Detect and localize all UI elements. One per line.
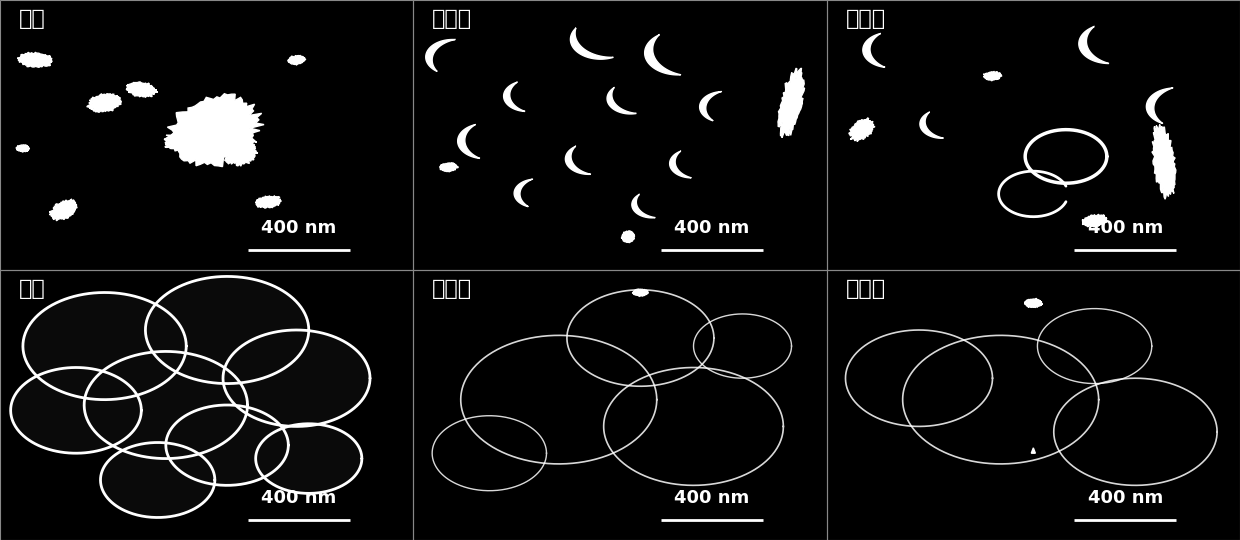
Polygon shape — [1152, 125, 1176, 199]
Polygon shape — [222, 136, 258, 166]
Polygon shape — [515, 179, 533, 207]
Text: 乙烷基: 乙烷基 — [846, 9, 885, 29]
Polygon shape — [17, 52, 52, 68]
Text: 苯基: 苯基 — [19, 9, 46, 29]
Polygon shape — [920, 112, 944, 138]
Polygon shape — [777, 68, 805, 138]
Polygon shape — [87, 94, 122, 112]
Polygon shape — [166, 405, 289, 485]
Polygon shape — [632, 289, 649, 296]
Polygon shape — [670, 151, 692, 178]
Polygon shape — [1083, 214, 1107, 227]
Polygon shape — [84, 352, 248, 458]
Polygon shape — [1146, 88, 1173, 124]
Polygon shape — [165, 94, 264, 167]
Polygon shape — [632, 194, 655, 218]
Polygon shape — [50, 199, 77, 221]
Text: 400 nm: 400 nm — [675, 489, 749, 507]
Polygon shape — [570, 28, 614, 59]
Polygon shape — [863, 33, 885, 68]
Polygon shape — [22, 293, 186, 400]
Text: 400 nm: 400 nm — [1087, 489, 1163, 507]
Polygon shape — [699, 91, 722, 121]
Polygon shape — [503, 82, 525, 111]
Polygon shape — [255, 424, 362, 494]
Polygon shape — [1032, 448, 1035, 453]
Polygon shape — [849, 118, 875, 141]
Polygon shape — [164, 129, 217, 152]
Polygon shape — [458, 125, 480, 158]
Polygon shape — [145, 276, 309, 383]
Polygon shape — [11, 368, 141, 453]
Polygon shape — [255, 196, 281, 208]
Polygon shape — [16, 145, 30, 152]
Text: 400 nm: 400 nm — [1087, 219, 1163, 237]
Text: 乙烯基: 乙烯基 — [433, 279, 472, 299]
Polygon shape — [1079, 26, 1109, 64]
Text: 乙烷基: 乙烷基 — [846, 279, 885, 299]
Polygon shape — [645, 35, 681, 75]
Polygon shape — [608, 87, 636, 114]
Polygon shape — [223, 330, 370, 427]
Polygon shape — [288, 56, 306, 65]
Polygon shape — [100, 442, 215, 517]
Text: 乙烯基: 乙烯基 — [433, 9, 472, 29]
Polygon shape — [440, 163, 459, 172]
Polygon shape — [1024, 299, 1043, 307]
Text: 400 nm: 400 nm — [260, 489, 336, 507]
Polygon shape — [425, 39, 455, 71]
Text: 400 nm: 400 nm — [675, 219, 749, 237]
Polygon shape — [983, 71, 1002, 80]
Text: 400 nm: 400 nm — [260, 219, 336, 237]
Polygon shape — [621, 231, 635, 243]
Polygon shape — [565, 146, 590, 174]
Polygon shape — [126, 82, 157, 97]
Text: 苯基: 苯基 — [19, 279, 46, 299]
